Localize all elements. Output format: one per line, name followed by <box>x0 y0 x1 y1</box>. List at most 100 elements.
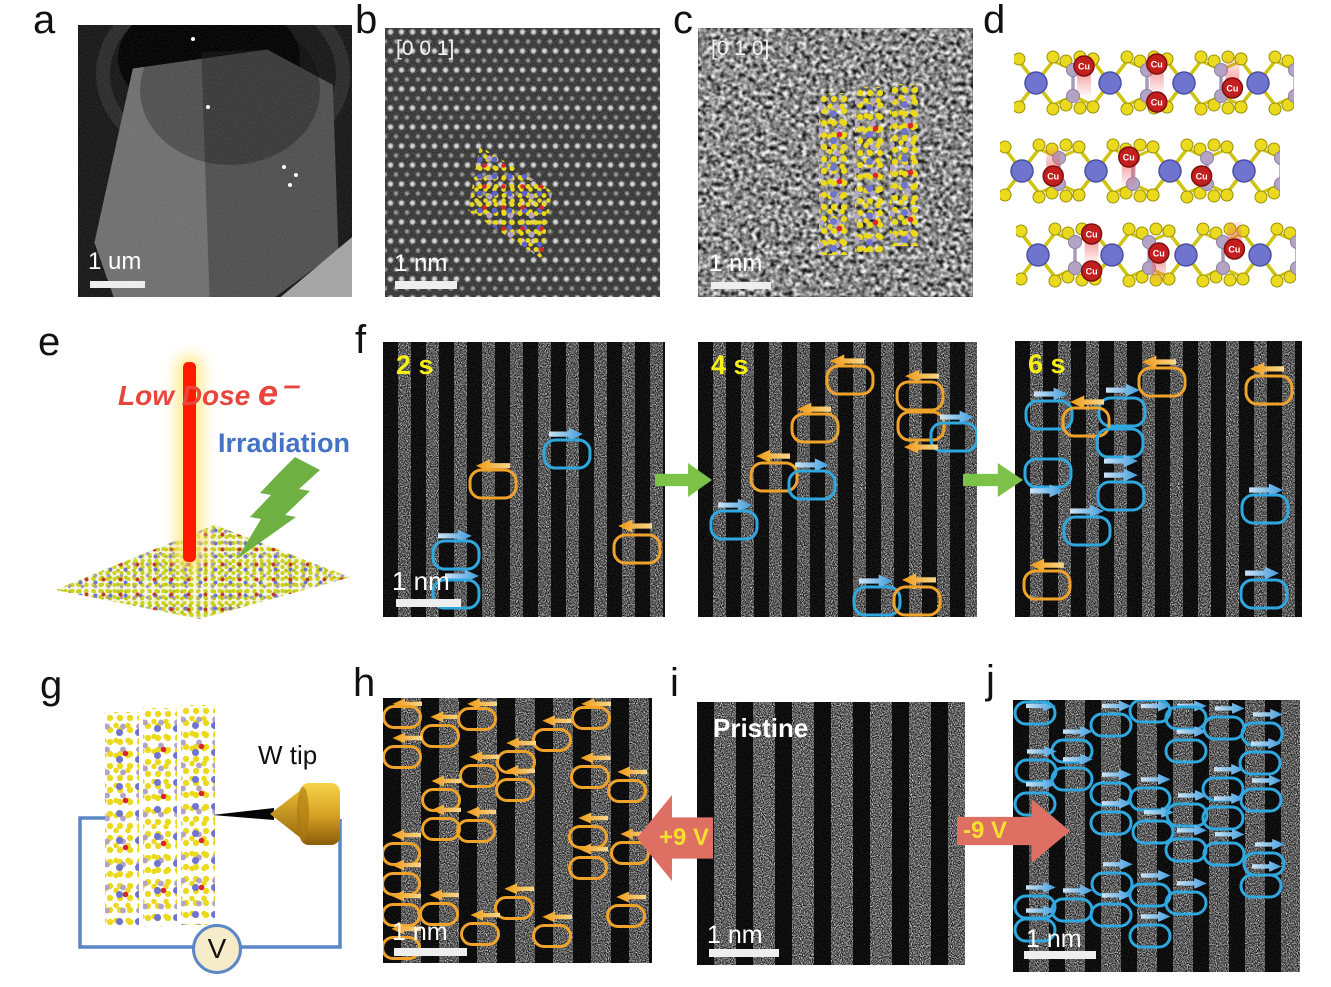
atom-pair-oval <box>1089 712 1133 738</box>
panel-h: 1 nm <box>383 698 652 963</box>
atom-pair-oval <box>567 856 608 881</box>
atom-pair-oval <box>431 539 481 571</box>
svg-text:Cu: Cu <box>1078 62 1090 72</box>
migration-arrow-icon <box>469 751 500 763</box>
atom-pair-oval <box>1137 366 1187 398</box>
bright-speck <box>191 37 195 41</box>
migration-arrow-icon <box>1143 806 1174 818</box>
bright-speck <box>288 183 292 187</box>
atom-pair-oval <box>383 935 422 960</box>
migration-arrow-icon <box>391 923 422 935</box>
atom-pair-oval <box>418 901 459 926</box>
migration-arrow-icon <box>431 775 462 787</box>
time-stamp: 6 s <box>1028 349 1066 379</box>
structure-row-2: Cu Cu Cu <box>1000 138 1280 204</box>
migration-arrow-icon <box>580 752 611 764</box>
panel-a-micrograph: 1 um <box>78 25 352 297</box>
atom-pair-oval <box>531 727 572 752</box>
panel-label-b: b <box>355 0 378 42</box>
atom-pair-oval <box>605 904 646 929</box>
atom-pair-oval <box>1238 750 1282 776</box>
scale-bar <box>1024 951 1096 959</box>
migration-arrow-icon <box>504 883 535 895</box>
panel-label-g: g <box>40 663 63 707</box>
migration-arrow-icon <box>1251 775 1282 786</box>
migration-arrow-icon <box>1252 708 1283 720</box>
atom-pair-oval <box>896 410 946 442</box>
lattice-stripes <box>697 702 965 965</box>
atom-pair-oval <box>825 364 875 396</box>
time-stamp: 2 s <box>396 350 434 380</box>
atom-pair-oval <box>1050 897 1094 923</box>
voltmeter: V <box>192 924 242 974</box>
migration-arrow-icon <box>1254 838 1285 850</box>
scale-bar-label: 1 nm <box>392 918 448 946</box>
electron-beam <box>183 362 196 562</box>
atom-pair-oval <box>421 816 462 841</box>
migration-arrow-icon <box>1176 726 1207 738</box>
voltmeter-label: V <box>207 933 227 964</box>
annotation-layer <box>698 342 977 617</box>
crystal-chain <box>143 708 177 927</box>
f-frame-2: 4 s <box>698 342 977 617</box>
migration-arrow-icon <box>1025 778 1056 790</box>
low-dose-caption: Low Dose e⁻ <box>118 372 368 414</box>
atom-pair-oval <box>495 777 536 802</box>
irradiation-caption: Irradiation <box>218 428 351 458</box>
atom-pair-oval <box>570 764 611 789</box>
migration-arrow-icon <box>1251 860 1282 872</box>
scale-bar <box>709 949 779 957</box>
svg-text:Cu: Cu <box>1226 84 1238 94</box>
migration-arrow-icon <box>581 698 612 710</box>
scale-bar <box>395 281 457 289</box>
atom-pair-oval <box>1095 427 1145 459</box>
structure-row-3: Cu Cu Cu Cu <box>1016 222 1296 288</box>
chain-overlay <box>855 87 883 252</box>
atom-pair-oval <box>531 923 572 948</box>
migration-arrow-icon <box>1140 773 1171 785</box>
scale-bar <box>711 282 771 289</box>
migration-arrow-icon <box>470 909 501 921</box>
migration-arrow-icon <box>1102 858 1133 870</box>
migration-arrow-icon <box>617 766 648 778</box>
panel-label-h: h <box>353 661 376 705</box>
svg-text:Cu: Cu <box>1228 245 1240 255</box>
scale-bar <box>394 948 467 956</box>
atom-pair-oval <box>612 533 662 565</box>
tungsten-tip-icon <box>270 783 340 845</box>
migration-arrow-icon <box>542 715 573 727</box>
atom-pair-oval <box>468 468 518 500</box>
svg-text:Cu: Cu <box>1151 98 1163 108</box>
atom-pair-oval <box>1090 871 1134 897</box>
noise-texture <box>78 25 352 297</box>
plus-voltage-label: +9 V <box>658 824 709 851</box>
migration-arrow-icon <box>1250 738 1281 750</box>
migration-arrow-icon <box>431 804 462 816</box>
atom-pair-oval <box>892 585 942 617</box>
migration-arrow-icon <box>1105 383 1140 397</box>
atom-pair-oval <box>1089 810 1133 836</box>
circuit-wire <box>78 816 342 949</box>
migration-arrow-icon <box>1249 362 1284 376</box>
f-frame-1: 2 s 1 nm <box>383 342 665 617</box>
atom-pair-oval <box>1202 841 1246 867</box>
migration-arrow-icon <box>1025 881 1056 893</box>
migration-arrow-icon <box>1101 769 1132 781</box>
atom-pair-oval <box>606 779 647 803</box>
migration-arrow-icon <box>542 911 573 923</box>
migration-arrow-icon <box>1176 824 1207 836</box>
atom-pair-oval <box>383 745 423 770</box>
migration-arrow-icon <box>1140 700 1171 712</box>
atom-pair-oval <box>460 922 501 947</box>
migration-arrow-icon <box>1214 828 1245 840</box>
bright-speck <box>282 165 286 169</box>
migration-arrow-icon <box>1213 792 1244 804</box>
atom-pair-oval <box>494 895 534 920</box>
scale-bar-label: 1 nm <box>1026 925 1082 953</box>
atom-pair-oval <box>1128 923 1172 949</box>
migration-arrow-icon <box>1026 745 1057 757</box>
low-dose-text: Low Dose <box>118 380 251 411</box>
atom-pair-oval <box>787 469 837 501</box>
pristine-label: Pristine <box>713 713 809 743</box>
